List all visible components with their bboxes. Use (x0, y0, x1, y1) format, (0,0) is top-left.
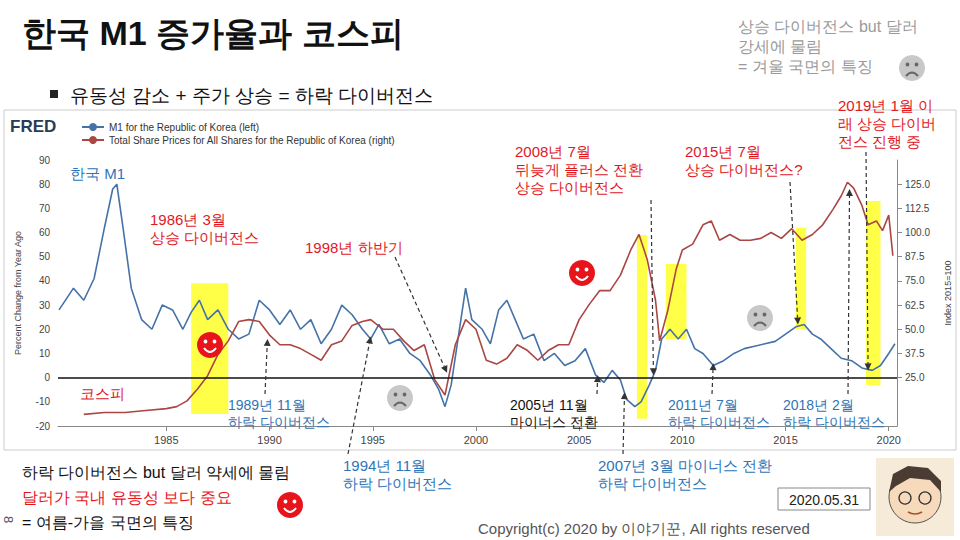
svg-text:2005: 2005 (567, 434, 591, 446)
svg-text:1990: 1990 (257, 434, 281, 446)
svg-text:상승 다이버전스?: 상승 다이버전스? (685, 161, 803, 178)
svg-text:Copyright(c) 2020 by 이야기꾼, All: Copyright(c) 2020 by 이야기꾼, All rights re… (478, 520, 810, 537)
svg-text:Total Share Prices for All Sha: Total Share Prices for All Shares for th… (109, 135, 395, 146)
svg-text:하락 다이버전스: 하락 다이버전스 (598, 475, 707, 492)
svg-text:125.0: 125.0 (905, 179, 930, 190)
svg-text:2010: 2010 (670, 434, 694, 446)
svg-text:하락 다이버전스: 하락 다이버전스 (668, 414, 770, 430)
svg-text:한국 M1: 한국 M1 (70, 165, 125, 182)
svg-text:뒤늦게 플러스 전환: 뒤늦게 플러스 전환 (515, 161, 643, 178)
svg-text:하락 다이버전스: 하락 다이버전스 (228, 414, 330, 430)
svg-text:75.0: 75.0 (905, 275, 925, 286)
svg-text:2008년 7월: 2008년 7월 (515, 143, 591, 160)
svg-text:2018년 2월: 2018년 2월 (783, 397, 854, 413)
svg-text:25.0: 25.0 (905, 372, 925, 383)
svg-text:2020: 2020 (877, 434, 901, 446)
svg-text:상승 다이버전스: 상승 다이버전스 (515, 179, 624, 196)
svg-text:50.0: 50.0 (905, 324, 925, 335)
svg-text:40: 40 (39, 275, 51, 286)
svg-text:1995: 1995 (361, 434, 385, 446)
svg-text:강세에 물림: 강세에 물림 (738, 38, 822, 55)
svg-text:상승 다이버전스 but 달러: 상승 다이버전스 but 달러 (738, 18, 918, 35)
svg-text:2011년 7월: 2011년 7월 (668, 397, 738, 413)
svg-text:2005년 11월: 2005년 11월 (510, 397, 588, 413)
svg-text:코스피: 코스피 (80, 385, 125, 402)
svg-text:1994년 11월: 1994년 11월 (343, 457, 426, 474)
svg-text:달러가 국내 유동성 보다 중요: 달러가 국내 유동성 보다 중요 (22, 489, 232, 506)
svg-text:112.5: 112.5 (905, 203, 930, 214)
svg-text:유동성 감소 + 주가 상승 = 하락 다이버전스: 유동성 감소 + 주가 상승 = 하락 다이버전스 (70, 85, 433, 106)
svg-text:FRED: FRED (10, 117, 56, 136)
svg-text:62.5: 62.5 (905, 300, 925, 311)
svg-text:Index 2015=100: Index 2015=100 (943, 261, 953, 326)
svg-text:50: 50 (39, 251, 51, 262)
svg-text:8: 8 (1, 516, 16, 523)
svg-text:상승 다이버전스: 상승 다이버전스 (150, 229, 259, 246)
svg-text:30: 30 (39, 300, 51, 311)
svg-text:1989년 11월: 1989년 11월 (228, 397, 306, 413)
svg-text:2019년 1월 이: 2019년 1월 이 (838, 97, 933, 114)
svg-text:2015년 7월: 2015년 7월 (685, 143, 761, 160)
svg-text:한국 M1 증가율과 코스피: 한국 M1 증가율과 코스피 (22, 14, 404, 52)
svg-text:래 상승 다이버: 래 상승 다이버 (838, 115, 936, 132)
svg-text:90: 90 (39, 155, 51, 166)
svg-text:100.0: 100.0 (905, 227, 930, 238)
svg-text:37.5: 37.5 (905, 348, 925, 359)
svg-text:2015: 2015 (773, 434, 797, 446)
svg-text:1985: 1985 (154, 434, 178, 446)
svg-text:마이너스 전환: 마이너스 전환 (510, 414, 598, 430)
svg-text:2007년 3월 마이너스 전환: 2007년 3월 마이너스 전환 (598, 457, 772, 474)
svg-text:하락 다이버전스: 하락 다이버전스 (343, 475, 452, 492)
svg-text:하락 다이버전스 but 달러 약세에 물림: 하락 다이버전스 but 달러 약세에 물림 (22, 464, 290, 481)
svg-text:= 여름-가을 국면의 특징: = 여름-가을 국면의 특징 (22, 514, 194, 531)
svg-text:2000: 2000 (464, 434, 488, 446)
svg-text:1998년 하반기: 1998년 하반기 (305, 239, 403, 256)
svg-text:60: 60 (39, 227, 51, 238)
svg-text:2020.05.31: 2020.05.31 (789, 492, 859, 508)
svg-text:-20: -20 (36, 421, 51, 432)
svg-text:87.5: 87.5 (905, 251, 925, 262)
svg-text:-10: -10 (36, 396, 51, 407)
svg-text:70: 70 (39, 203, 51, 214)
svg-text:80: 80 (39, 179, 51, 190)
svg-text:0: 0 (44, 372, 50, 383)
svg-text:= 겨울 국면의 특징: = 겨울 국면의 특징 (738, 58, 873, 75)
svg-text:10: 10 (39, 348, 51, 359)
svg-text:Percent Change from Year Ago: Percent Change from Year Ago (13, 231, 23, 355)
svg-text:하락 다이버전스: 하락 다이버전스 (783, 414, 885, 430)
svg-text:20: 20 (39, 324, 51, 335)
svg-text:1986년 3월: 1986년 3월 (150, 211, 226, 228)
svg-text:M1 for the Republic of Korea (: M1 for the Republic of Korea (left) (109, 122, 259, 133)
svg-text:전스 진행 중: 전스 진행 중 (838, 133, 921, 150)
